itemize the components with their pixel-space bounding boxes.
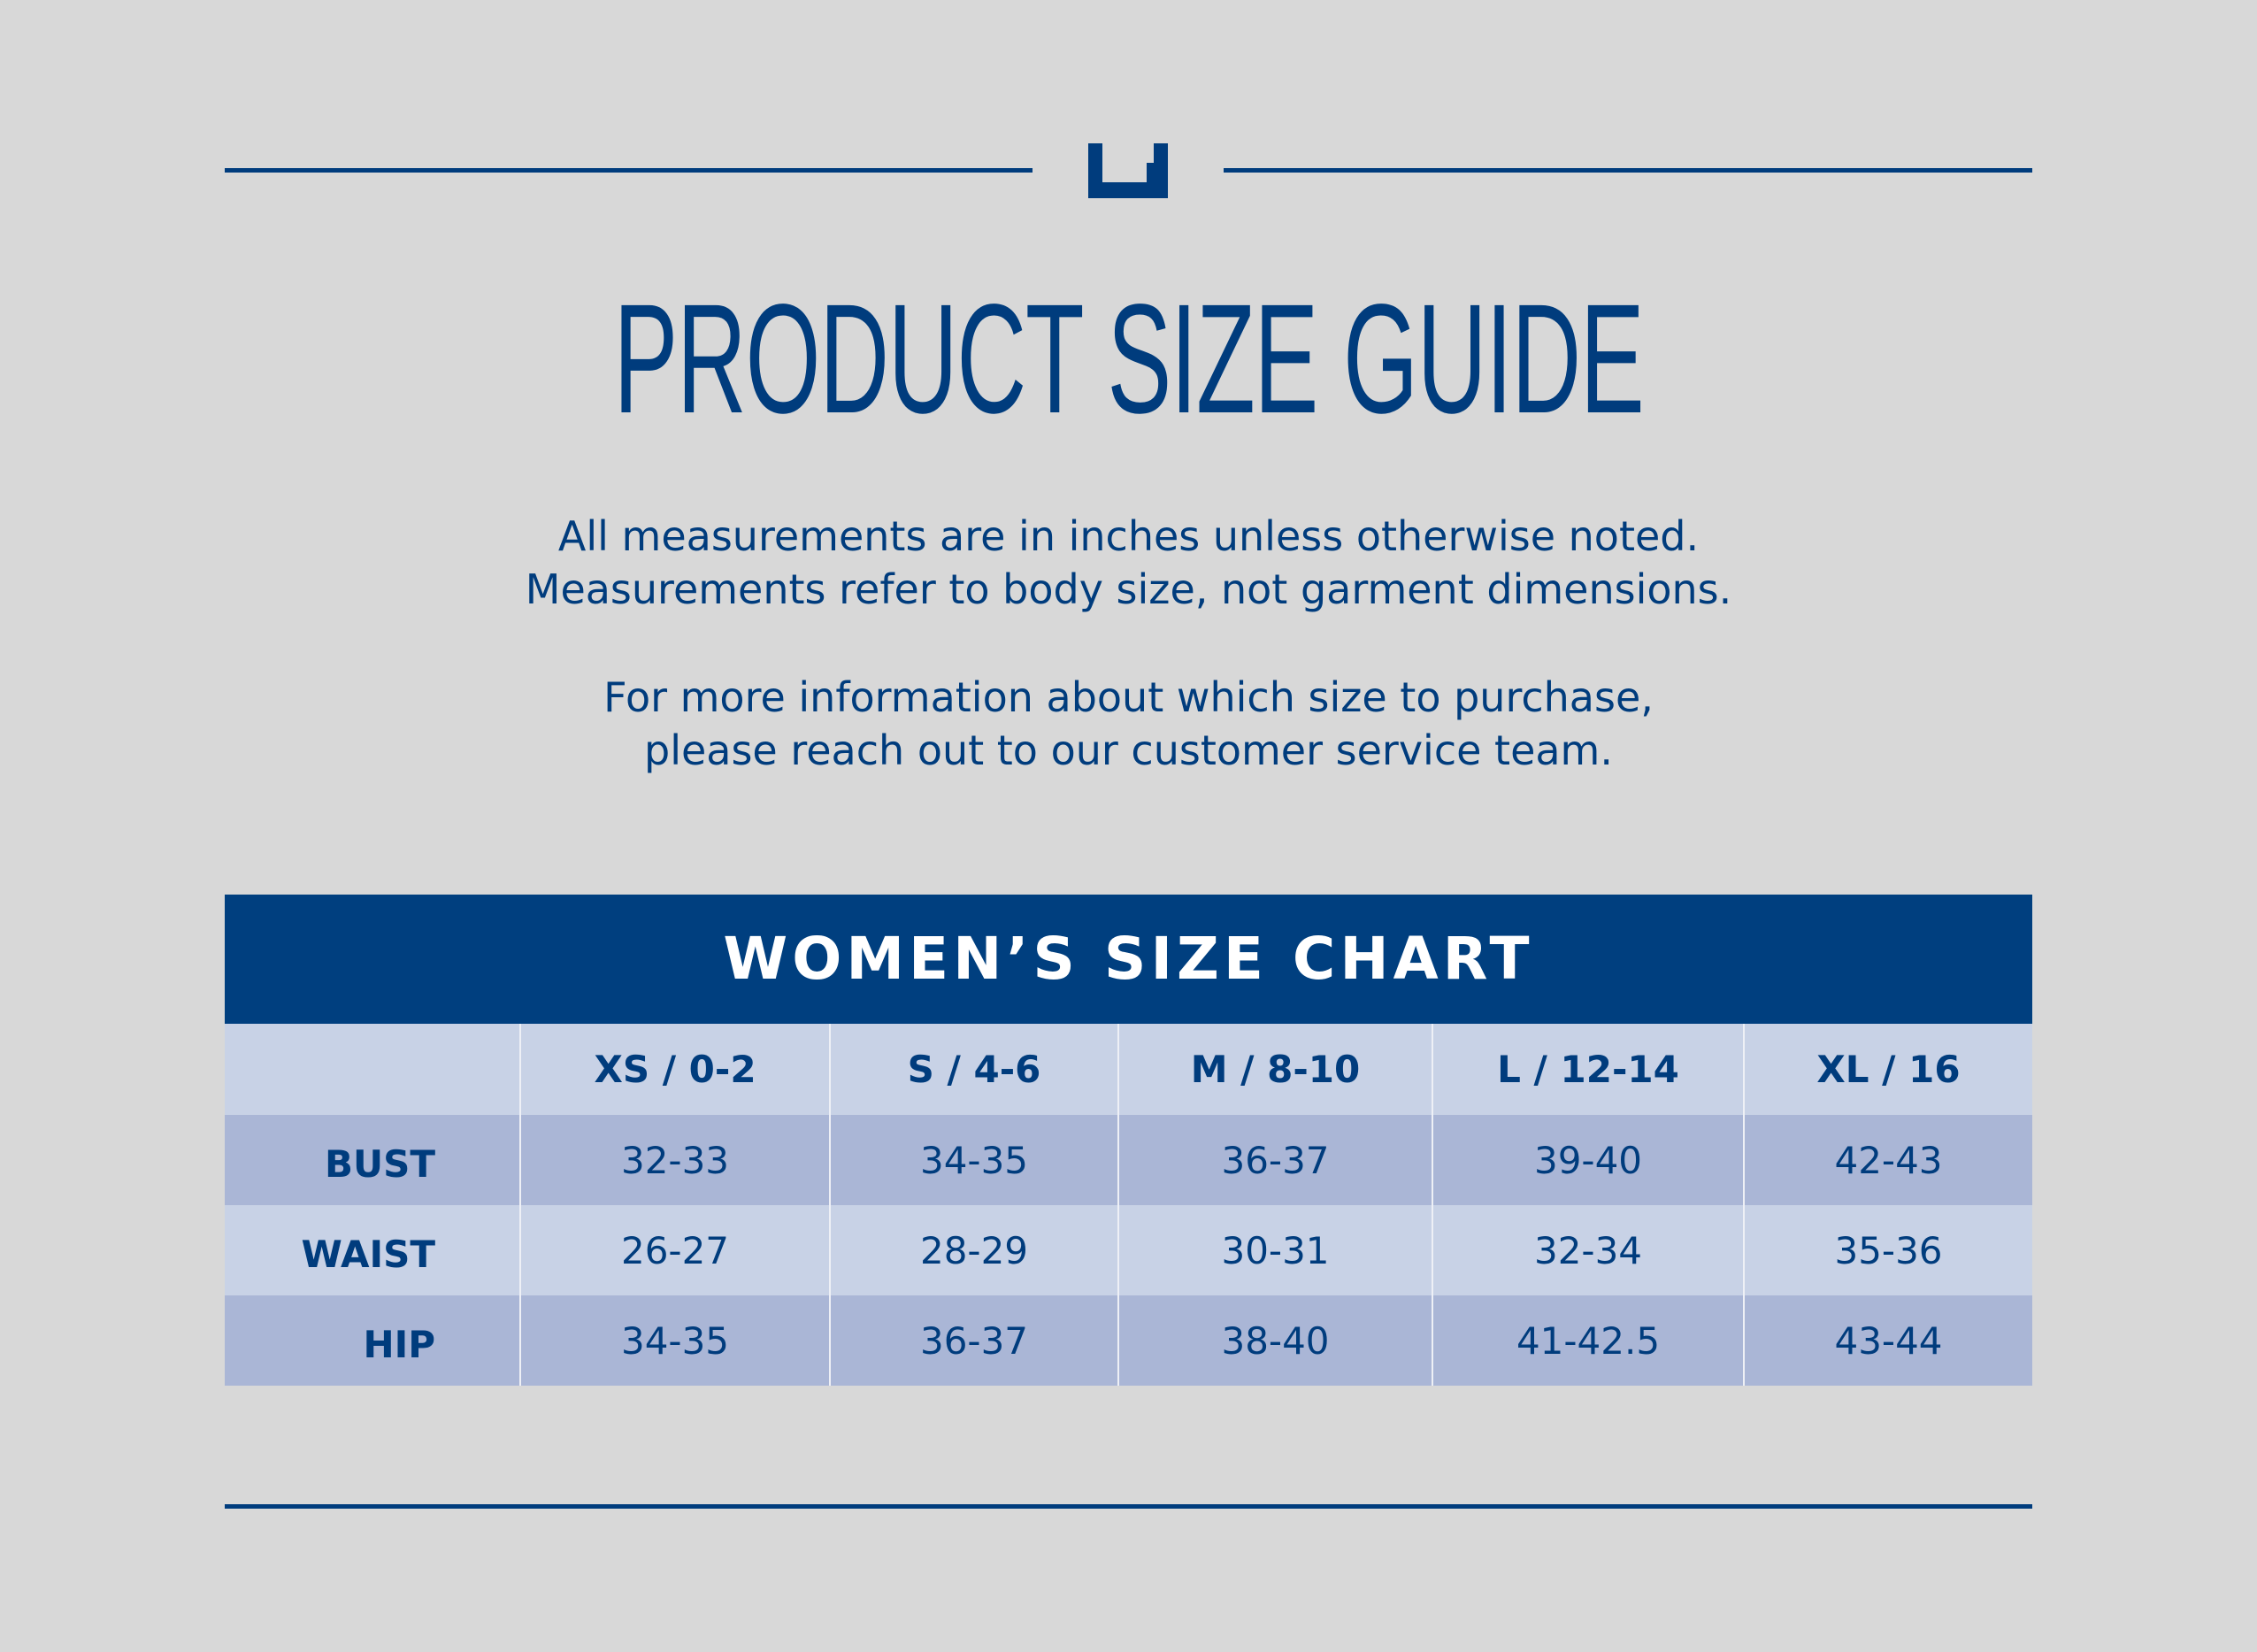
table-cell: 38-40 bbox=[1117, 1295, 1432, 1386]
table-cell: 39-40 bbox=[1432, 1115, 1743, 1205]
intro-line-1: All measurements are in inches unless ot… bbox=[557, 512, 1700, 560]
table-cell: 30-31 bbox=[1117, 1205, 1432, 1295]
table-cell: 28-29 bbox=[829, 1205, 1117, 1295]
table-cell: 41-42.5 bbox=[1432, 1295, 1743, 1386]
column-header-xl: XL / 16 bbox=[1743, 1024, 2032, 1115]
table-cell: 42-43 bbox=[1743, 1115, 2032, 1205]
table-cell: 26-27 bbox=[519, 1205, 829, 1295]
intro-line-3: For more information about which size to… bbox=[603, 673, 1654, 721]
row-label-hip: HIP bbox=[225, 1295, 519, 1386]
bottom-divider bbox=[225, 1504, 2032, 1509]
top-divider-right bbox=[1224, 168, 2032, 173]
womens-size-chart: WOMEN’S SIZE CHART XS / 0-2 S / 4-6 M / … bbox=[225, 895, 2032, 1386]
table-cell: 34-35 bbox=[829, 1115, 1117, 1205]
table-cell: 35-36 bbox=[1743, 1205, 2032, 1295]
table-cell: 32-34 bbox=[1432, 1205, 1743, 1295]
u-logo-icon bbox=[1088, 143, 1168, 198]
intro-line-4: please reach out to our customer service… bbox=[644, 726, 1613, 774]
measurement-note: All measurements are in inches unless ot… bbox=[0, 510, 2257, 616]
column-header-empty bbox=[225, 1024, 519, 1115]
table-cell: 43-44 bbox=[1743, 1295, 2032, 1386]
column-header-s: S / 4-6 bbox=[829, 1024, 1117, 1115]
intro-line-2: Measurements refer to body size, not gar… bbox=[525, 565, 1732, 613]
page-title: PRODUCT SIZE GUIDE bbox=[613, 273, 1645, 446]
size-table: XS / 0-2 S / 4-6 M / 8-10 L / 12-14 XL /… bbox=[225, 1024, 2032, 1386]
row-label-waist: WAIST bbox=[225, 1205, 519, 1295]
table-cell: 36-37 bbox=[1117, 1115, 1432, 1205]
table-cell: 32-33 bbox=[519, 1115, 829, 1205]
column-header-xs: XS / 0-2 bbox=[519, 1024, 829, 1115]
column-header-m: M / 8-10 bbox=[1117, 1024, 1432, 1115]
table-cell: 34-35 bbox=[519, 1295, 829, 1386]
top-divider-left bbox=[225, 168, 1033, 173]
contact-note: For more information about which size to… bbox=[0, 671, 2257, 777]
row-label-bust: BUST bbox=[225, 1115, 519, 1205]
table-cell: 36-37 bbox=[829, 1295, 1117, 1386]
column-header-l: L / 12-14 bbox=[1432, 1024, 1743, 1115]
chart-title: WOMEN’S SIZE CHART bbox=[225, 895, 2032, 1024]
